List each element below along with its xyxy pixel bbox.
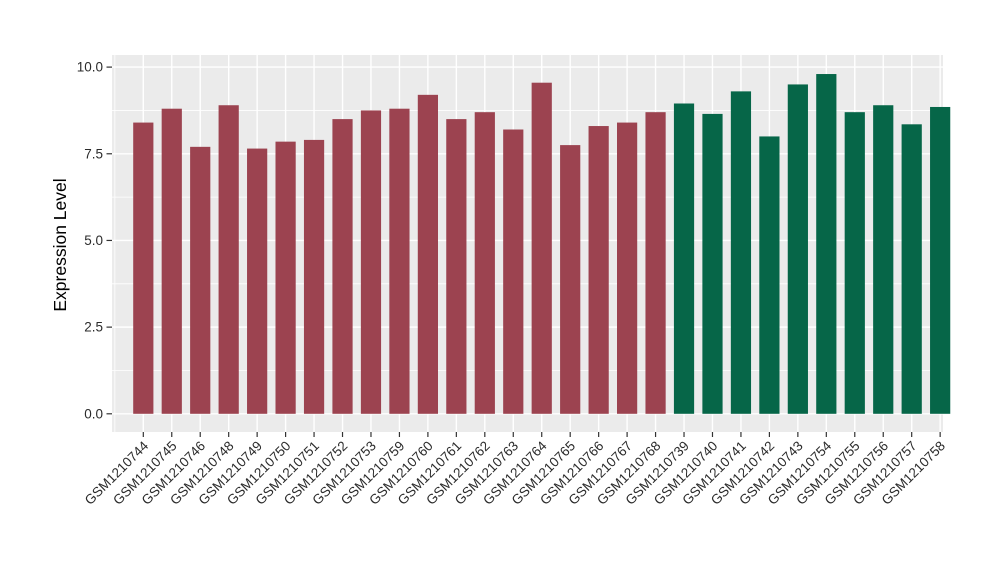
chart-bar-GSM1210759 [389, 108, 410, 414]
chart-bar-GSM1210752 [332, 119, 353, 414]
chart-bar-GSM1210765 [560, 145, 581, 414]
chart-bar-GSM1210753 [360, 110, 382, 414]
chart-bar-GSM1210763 [503, 129, 524, 414]
chart-bar-GSM1210743 [787, 84, 808, 414]
y-tick-label: 10.0 [77, 60, 103, 75]
chart-bar-GSM1210748 [218, 105, 239, 414]
chart-bar-GSM1210768 [645, 112, 666, 414]
chart-bar-GSM1210757 [901, 124, 922, 414]
chart-bar-GSM1210755 [844, 112, 865, 414]
chart-bar-GSM1210754 [816, 74, 837, 414]
chart-bar-GSM1210766 [588, 126, 609, 414]
y-tick-label: 5.0 [84, 233, 103, 248]
chart-bar-GSM1210761 [446, 119, 467, 414]
y-tick-label: 7.5 [84, 146, 103, 161]
chart-bar-GSM1210739 [673, 103, 695, 414]
chart-bar-GSM1210764 [531, 82, 552, 414]
chart-bar-GSM1210746 [190, 146, 211, 414]
chart-bar-GSM1210767 [617, 122, 638, 414]
chart-bar-GSM1210744 [133, 122, 154, 414]
chart-bar-GSM1210758 [930, 106, 951, 414]
chart-bar-GSM1210762 [474, 112, 495, 414]
bars [133, 74, 951, 414]
y-tick-label: 0.0 [84, 406, 103, 421]
chart-bar-GSM1210745 [161, 108, 182, 414]
y-tick-label: 2.5 [84, 320, 103, 335]
chart-bar-GSM1210750 [275, 141, 296, 414]
chart-bar-GSM1210742 [759, 136, 780, 414]
chart-bar-GSM1210740 [702, 113, 723, 414]
chart-bar-GSM1210749 [247, 148, 268, 414]
chart-bar-GSM1210760 [417, 94, 438, 414]
chart-bar-GSM1210751 [303, 139, 325, 414]
chart-bar-GSM1210756 [873, 105, 894, 414]
chart-bar-GSM1210741 [730, 91, 752, 414]
y-axis-title: Expression Level [50, 178, 70, 311]
